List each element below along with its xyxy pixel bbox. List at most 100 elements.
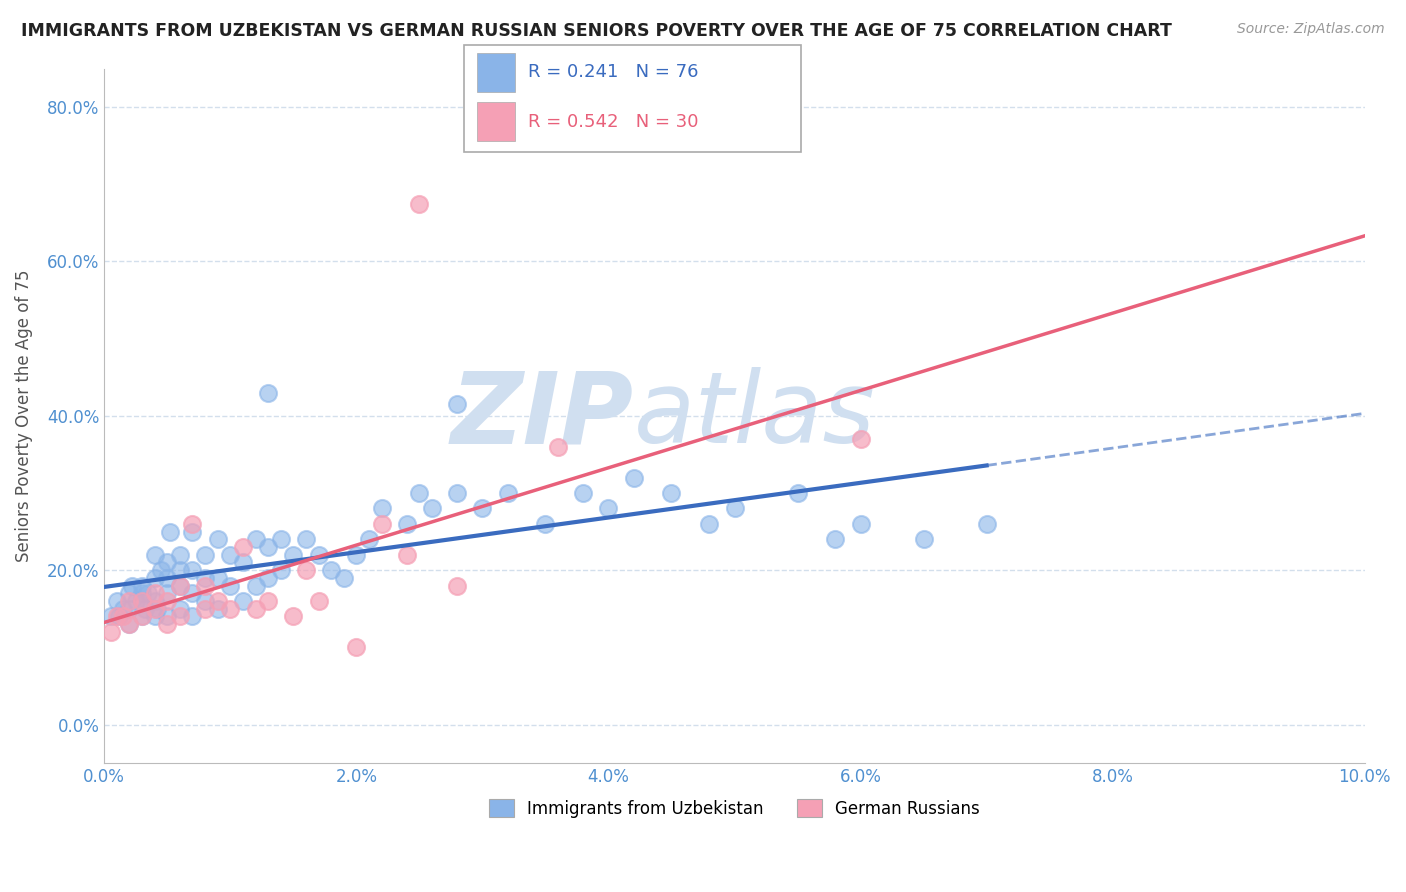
Point [134,601,156,615]
FancyBboxPatch shape [478,103,515,141]
Point [156,609,179,624]
Point [219,548,242,562]
Point [408,486,430,500]
Point [131,609,153,624]
Point [118,617,141,632]
Point [344,640,367,655]
Point [370,516,392,531]
Point [295,533,318,547]
Point [245,533,267,547]
Point [786,486,808,500]
Point [181,563,204,577]
Point [118,617,141,632]
Point [118,601,141,615]
Point [207,601,229,615]
Point [138,586,160,600]
Point [131,594,153,608]
Point [534,516,557,531]
Point [156,594,179,608]
Point [308,548,330,562]
Point [108,609,131,624]
Point [245,601,267,615]
Text: atlas: atlas [634,368,876,465]
Point [194,571,217,585]
Point [420,501,443,516]
Point [194,579,217,593]
Point [146,601,169,615]
Point [100,624,122,639]
Point [169,579,191,593]
Point [408,196,430,211]
Point [257,385,280,400]
Point [118,586,141,600]
Text: IMMIGRANTS FROM UZBEKISTAN VS GERMAN RUSSIAN SENIORS POVERTY OVER THE AGE OF 75 : IMMIGRANTS FROM UZBEKISTAN VS GERMAN RUS… [21,22,1173,40]
Point [232,540,254,554]
Point [131,609,153,624]
Point [131,579,153,593]
Text: ZIP: ZIP [451,368,634,465]
Point [912,533,935,547]
Point [257,594,280,608]
Point [207,533,229,547]
Point [156,617,179,632]
Point [219,601,242,615]
FancyBboxPatch shape [464,45,801,152]
Point [849,432,872,446]
Point [143,571,166,585]
Point [131,594,153,608]
Point [395,516,418,531]
Point [169,579,191,593]
Point [370,501,392,516]
Point [159,524,181,539]
Point [976,516,998,531]
Point [257,540,280,554]
Point [181,609,204,624]
Point [143,594,166,608]
Point [181,586,204,600]
Point [283,548,305,562]
Point [623,470,645,484]
Point [156,586,179,600]
Point [697,516,720,531]
Point [598,501,620,516]
Point [446,397,468,411]
Point [395,548,418,562]
Legend: Immigrants from Uzbekistan, German Russians: Immigrants from Uzbekistan, German Russi… [482,793,987,824]
Point [661,486,683,500]
Point [446,486,468,500]
Point [149,563,172,577]
Point [169,548,191,562]
Point [156,556,179,570]
Point [245,579,267,593]
Point [257,571,280,585]
Point [572,486,595,500]
Point [308,594,330,608]
Point [105,594,128,608]
Point [207,571,229,585]
FancyBboxPatch shape [478,54,515,92]
Point [131,586,153,600]
Point [100,609,122,624]
Point [112,609,135,624]
Point [118,594,141,608]
Point [357,533,380,547]
Point [112,601,135,615]
Text: R = 0.542   N = 30: R = 0.542 N = 30 [529,112,699,130]
Point [321,563,343,577]
Point [194,594,217,608]
Point [207,594,229,608]
Point [547,440,569,454]
Point [849,516,872,531]
Point [125,594,148,608]
Point [232,594,254,608]
Point [105,609,128,624]
Point [270,563,292,577]
Point [232,556,254,570]
Point [723,501,745,516]
Point [446,579,468,593]
Point [496,486,519,500]
Point [295,563,318,577]
Point [344,548,367,562]
Point [169,609,191,624]
Point [169,601,191,615]
